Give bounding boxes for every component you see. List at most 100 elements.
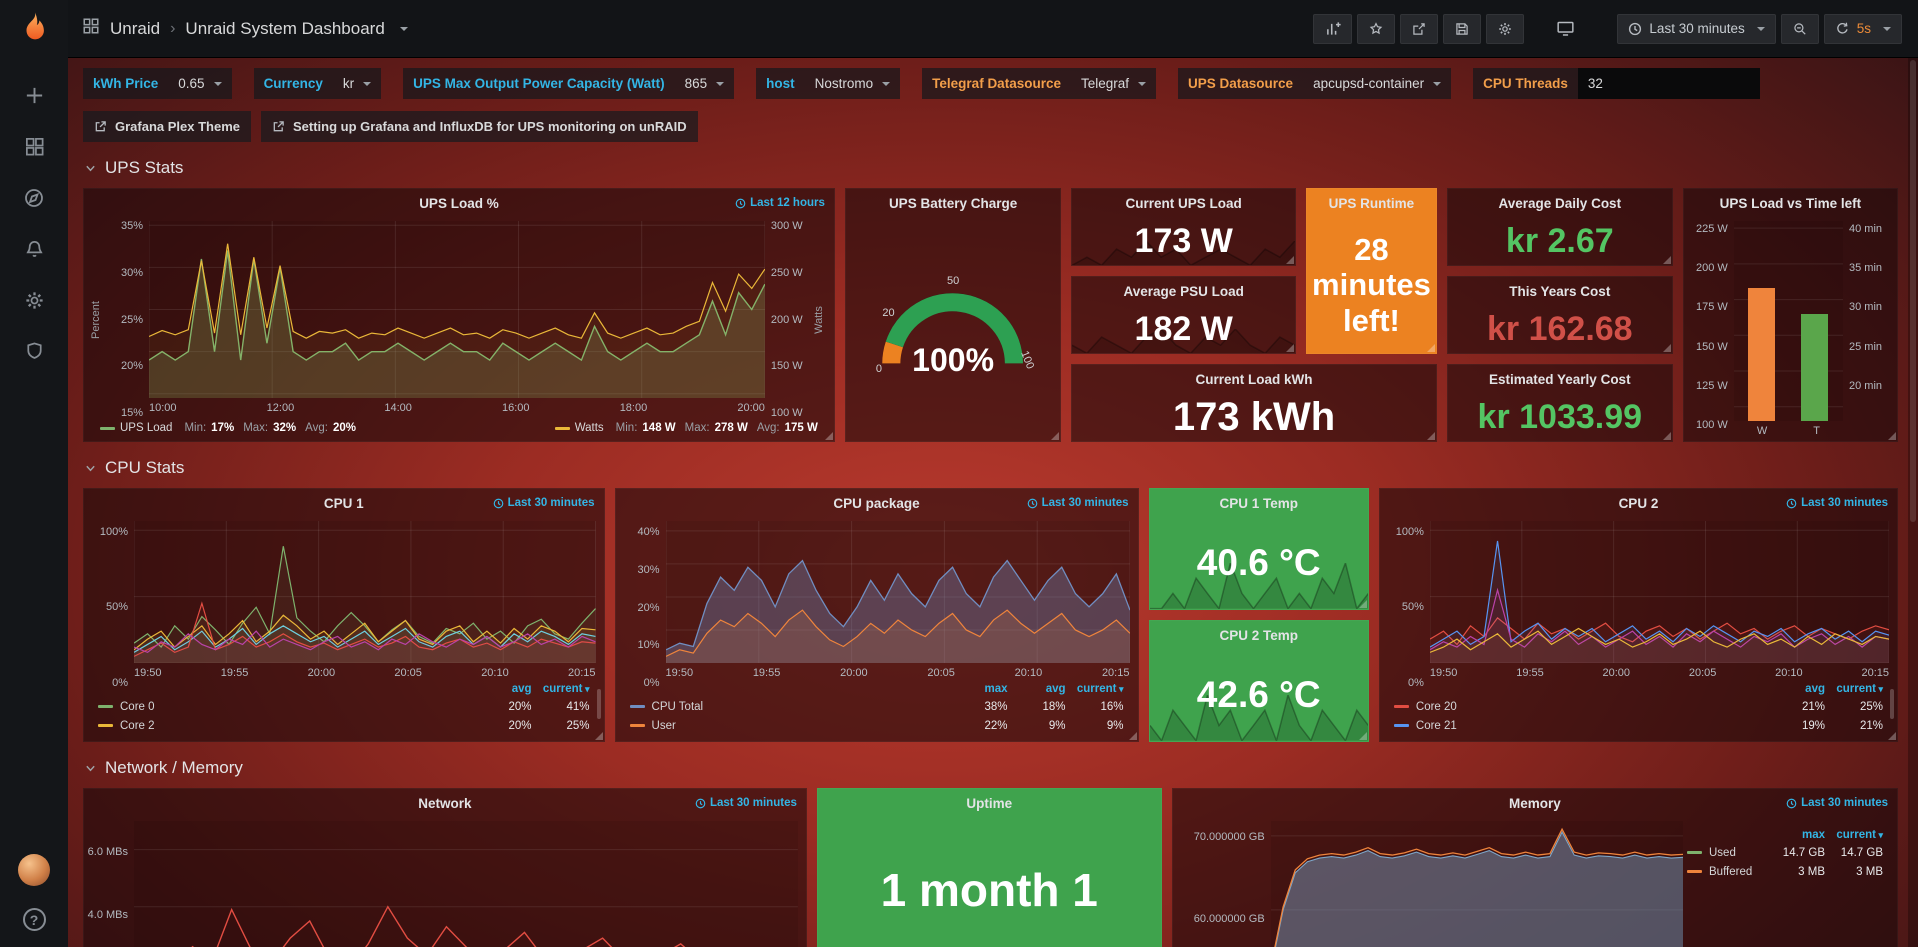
scrollbar-thumb[interactable]	[1910, 60, 1916, 523]
axis-tick: 20:10	[1775, 667, 1803, 679]
cpu2-chart[interactable]	[1429, 521, 1889, 663]
legend-sort-column[interactable]: avg	[1805, 683, 1825, 695]
grafana-logo[interactable]	[16, 10, 52, 51]
var-value-dropdown[interactable]: kr	[332, 68, 382, 99]
alerting-bell-icon[interactable]	[24, 239, 45, 260]
breadcrumb-root[interactable]: Unraid	[110, 18, 161, 38]
var-value-dropdown[interactable]: 865	[674, 68, 735, 99]
panel-title[interactable]: CPU 1 Temp	[1219, 495, 1298, 511]
cpu-package-legend[interactable]: maxavgcurrentCPU Total38%18%16%User22%9%…	[616, 683, 1138, 741]
ups-load-chart[interactable]	[149, 221, 765, 398]
legend-sort-column[interactable]: max	[984, 683, 1008, 695]
cpu1-chart[interactable]	[134, 521, 596, 663]
legend-sort-column[interactable]: current	[1825, 683, 1883, 695]
panel-title[interactable]: Estimated Yearly Cost	[1489, 371, 1631, 387]
cycle-view-monitor-button[interactable]	[1545, 14, 1586, 44]
create-icon[interactable]	[24, 85, 45, 106]
legend-sort-column[interactable]: current	[532, 683, 590, 695]
save-button[interactable]	[1443, 13, 1482, 44]
panel-title[interactable]: CPU 2 Temp	[1219, 627, 1298, 643]
legend-sort-column[interactable]: max	[1801, 829, 1825, 841]
gauge-tick: 20	[882, 306, 895, 319]
section-cpu-stats[interactable]: CPU Stats	[85, 458, 1898, 478]
zoom-out-button[interactable]	[1780, 13, 1819, 44]
ups-load-legend[interactable]: UPS Load Min: 17% Max: 32% Avg: 20% Watts Min…	[84, 418, 834, 441]
axis-tick: 100 W	[770, 407, 803, 420]
var-value-dropdown[interactable]: Telegraf	[1070, 68, 1157, 99]
panel-title[interactable]: UPS Load %	[419, 195, 499, 211]
legend-sort-column[interactable]: current	[1825, 829, 1883, 841]
panel-title[interactable]: Uptime	[966, 795, 1013, 811]
legend-row[interactable]: CPU Total 38% 18% 16%	[629, 697, 1124, 716]
axis-tick: 19:50	[1429, 667, 1458, 679]
server-admin-shield-icon[interactable]	[24, 341, 45, 362]
panel-title[interactable]: Current UPS Load	[1125, 195, 1242, 211]
panel-title[interactable]: Memory	[1508, 795, 1561, 811]
legend-value: 18%	[1042, 700, 1066, 713]
legend-row[interactable]: Used 14.7 GB 14.7 GB	[1687, 843, 1883, 862]
legend-row[interactable]: Core 0 20% 41%	[98, 697, 590, 716]
dashboards-icon[interactable]	[24, 136, 45, 157]
share-button[interactable]	[1400, 13, 1439, 44]
legend-entry[interactable]: Watts Min: 148 W Max: 278 W Avg: 175 W	[554, 422, 818, 434]
legend-sort-column[interactable]: avg	[1045, 683, 1066, 695]
ups-bar-chart[interactable]	[1733, 221, 1843, 421]
legend-row[interactable]: User 22% 9% 9%	[629, 716, 1124, 735]
panel-title[interactable]: CPU 2	[1618, 495, 1659, 511]
link-grafana-plex-theme[interactable]: Grafana Plex Theme	[83, 111, 251, 142]
help-icon[interactable]: ?	[22, 908, 46, 931]
panel-title[interactable]: This Years Cost	[1509, 283, 1611, 299]
panel-title[interactable]: Current Load kWh	[1195, 371, 1313, 387]
user-avatar[interactable]	[18, 854, 50, 886]
panel-title[interactable]: UPS Load vs Time left	[1719, 195, 1862, 211]
legend-entry[interactable]: UPS Load Min: 17% Max: 32% Avg: 20%	[100, 422, 356, 434]
panel-title[interactable]: CPU package	[833, 495, 920, 511]
axis-tick: 25 min	[1849, 340, 1883, 353]
panel-title[interactable]: Network	[418, 795, 472, 811]
settings-gear-button[interactable]	[1486, 13, 1525, 44]
link-ups-monitoring-guide[interactable]: Setting up Grafana and InfluxDB for UPS …	[261, 111, 698, 142]
caret-down-icon	[213, 81, 222, 86]
section-network-memory[interactable]: Network / Memory	[85, 758, 1898, 778]
panel-title[interactable]: UPS Battery Charge	[888, 195, 1018, 211]
legend-row[interactable]: Buffered 3 MB 3 MB	[1687, 862, 1883, 881]
panel-estimated-yearly-cost: Estimated Yearly Cost kr 1033.99	[1446, 364, 1673, 442]
axis-tick: 6.0 MBs	[87, 846, 128, 859]
explore-compass-icon[interactable]	[23, 187, 45, 209]
panel-title[interactable]: UPS Runtime	[1328, 195, 1415, 211]
sidebar-menu	[23, 85, 45, 362]
memory-chart[interactable]	[1270, 821, 1683, 947]
dashboard-grid-icon[interactable]	[82, 17, 100, 40]
var-label: UPS Datasource	[1178, 68, 1304, 99]
breadcrumb-current[interactable]: Unraid System Dashboard	[185, 18, 385, 38]
network-chart[interactable]	[134, 821, 798, 947]
var-value-dropdown[interactable]: Nostromo	[804, 68, 901, 99]
cpu-package-chart[interactable]	[665, 521, 1130, 663]
add-panel-button[interactable]	[1313, 13, 1353, 44]
legend-row[interactable]: Core 2 20% 25%	[98, 716, 590, 735]
panel-title[interactable]: Average PSU Load	[1123, 283, 1244, 299]
axis-tick: 100 W	[1696, 419, 1728, 432]
legend-sort-column[interactable]: avg	[511, 683, 532, 695]
panel-title[interactable]: Average Daily Cost	[1498, 195, 1622, 211]
refresh-button[interactable]: 5s	[1823, 13, 1902, 44]
var-value-dropdown[interactable]: 0.65	[168, 68, 232, 99]
legend-row[interactable]: Core 20 21% 25%	[1393, 697, 1883, 716]
page-scrollbar[interactable]	[1908, 58, 1918, 947]
time-range-button[interactable]: Last 30 minutes	[1617, 13, 1776, 44]
legend-row[interactable]: Core 21 19% 21%	[1393, 716, 1883, 735]
cpu-threads-input[interactable]	[1577, 68, 1760, 99]
section-ups-stats[interactable]: UPS Stats	[85, 158, 1898, 178]
panel-title[interactable]: CPU 1	[323, 495, 364, 511]
legend-sort-column[interactable]: current	[1066, 683, 1124, 695]
gauge-tick: 50	[946, 275, 960, 288]
legend-value: 38%	[984, 700, 1008, 713]
var-value-dropdown[interactable]: apcupsd-container	[1303, 68, 1452, 99]
star-button[interactable]	[1357, 13, 1396, 44]
configuration-gear-icon[interactable]	[24, 290, 45, 311]
gauge-tick: 0	[875, 362, 883, 375]
